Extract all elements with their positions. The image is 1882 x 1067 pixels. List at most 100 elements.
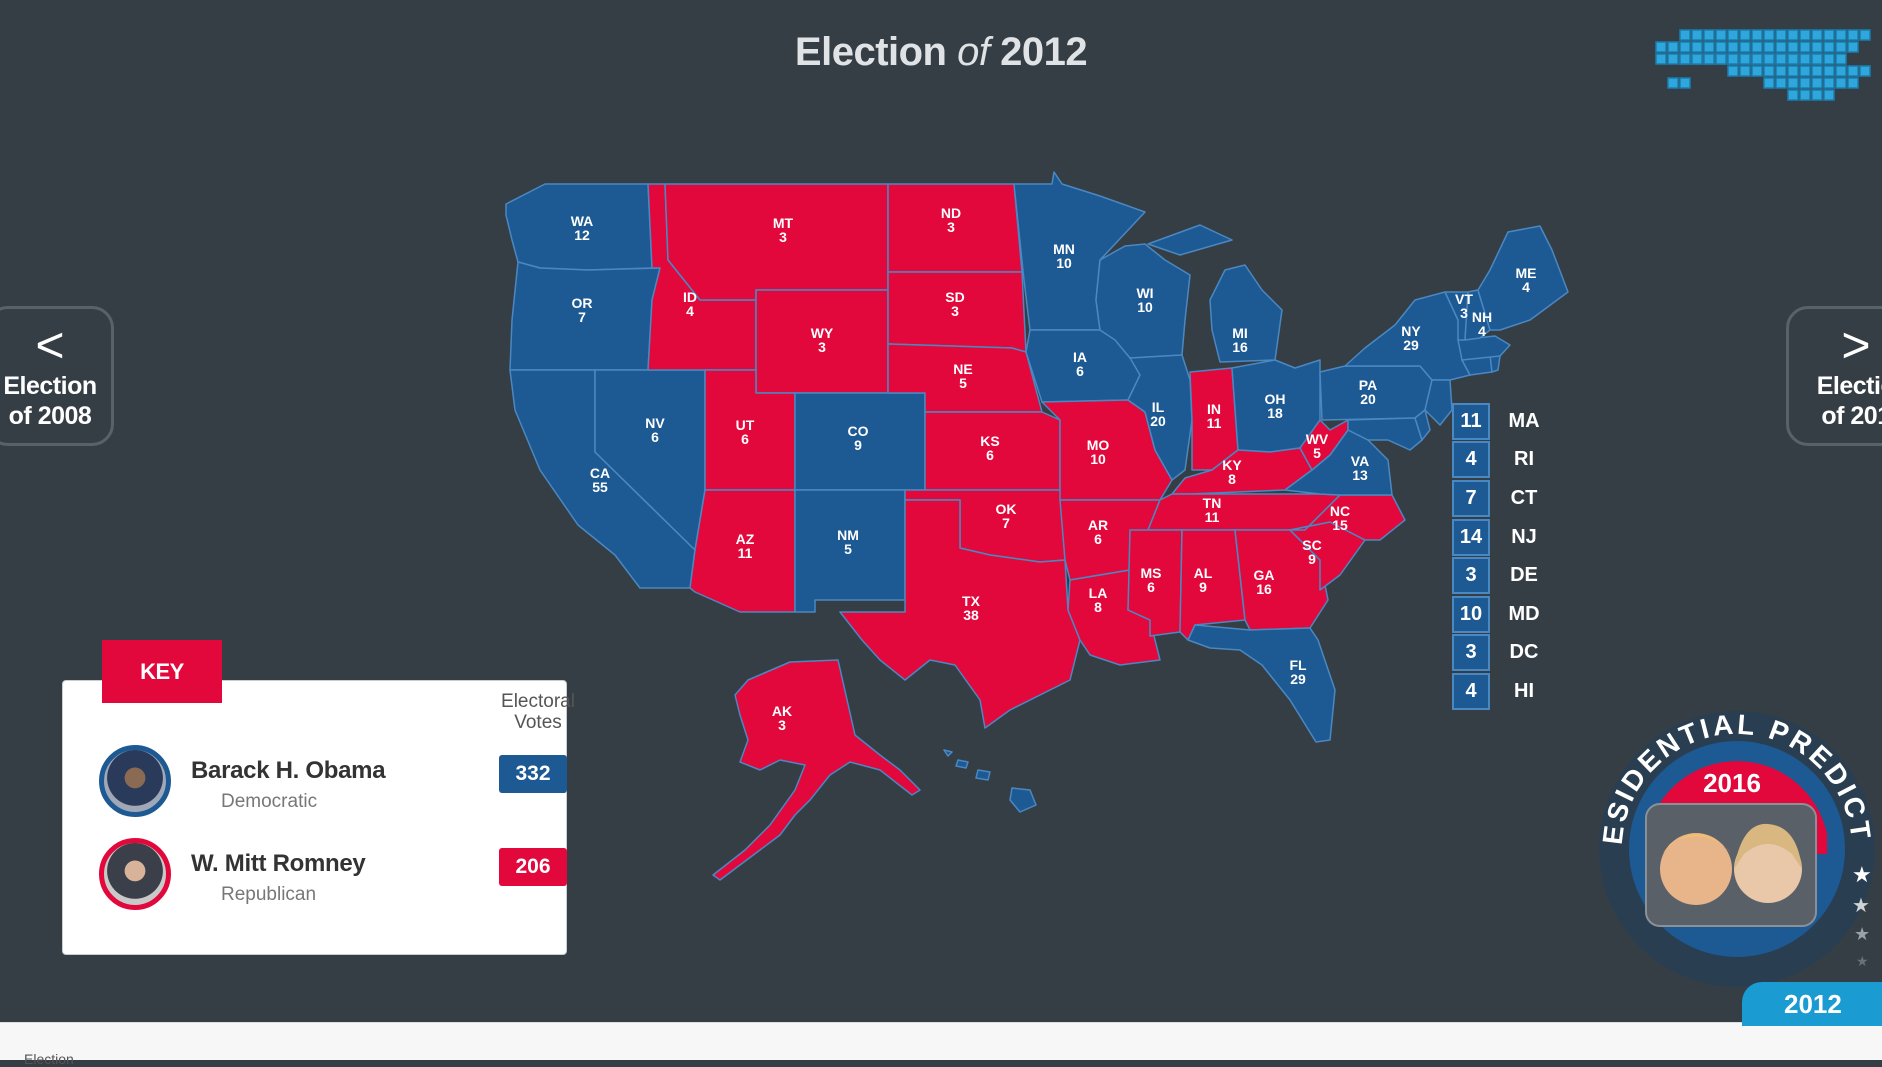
state-votes-MN: 10 [1056,255,1072,271]
state-MA[interactable] [1457,335,1511,361]
state-votes-KY: 8 [1228,471,1236,487]
state-votes-ME: 4 [1522,279,1530,295]
romney-avatar [99,838,171,910]
state-ME[interactable] [1477,225,1569,331]
state-HI[interactable] [943,749,1037,813]
state-votes-AZ: 11 [738,545,753,561]
state-abbr-AL: AL [1194,565,1213,581]
candidate-party: Democratic [221,791,318,812]
prev-election-button[interactable]: < Election of 2008 [0,306,114,446]
state-abbr-MN: MN [1053,241,1075,257]
state-abbr-LA: LA [1089,585,1108,601]
small-state-row-hi[interactable]: 4 HI [1452,672,1572,711]
candidate-name: W. Mitt Romney [191,850,366,877]
small-state-row-ri[interactable]: 4 RI [1452,441,1572,480]
candidate-name: Barack H. Obama [191,757,386,784]
state-NJ[interactable] [1424,379,1453,426]
title-of: of [957,30,990,74]
state-votes-OR: 7 [578,309,586,325]
state-votes-WV: 5 [1313,445,1321,461]
small-state-votes: 10 [1452,595,1490,633]
state-abbr-PA: PA [1359,377,1377,393]
small-state-row-de[interactable]: 3 DE [1452,556,1572,595]
state-abbr-TN: TN [1203,495,1222,511]
state-abbr-GA: GA [1254,567,1275,583]
state-votes-VT: 3 [1460,305,1468,321]
state-votes-SD: 3 [951,303,959,319]
small-state-abbr: NJ [1511,525,1537,548]
prev-election-label-2: of 2008 [8,402,92,430]
small-state-abbr: MA [1508,409,1540,432]
small-state-row-dc[interactable]: 3 DC [1452,634,1572,673]
small-state-row-nj[interactable]: 14 NJ [1452,518,1572,557]
state-votes-AK: 3 [778,717,786,733]
state-abbr-KS: KS [980,433,999,449]
state-abbr-IN: IN [1207,401,1221,417]
state-abbr-KY: KY [1222,457,1242,473]
small-state-abbr: DC [1509,641,1539,664]
state-abbr-TX: TX [962,593,981,609]
candidate-party: Republican [221,884,317,905]
state-votes-OK: 7 [1002,515,1010,531]
state-votes-FL: 29 [1290,671,1306,687]
state-votes-NC: 15 [1332,517,1348,533]
state-votes-NE: 5 [959,375,967,391]
state-votes-NY: 29 [1403,337,1419,353]
page-title: Election of 2012 [0,30,1882,75]
state-abbr-NE: NE [953,361,972,377]
state-votes-GA: 16 [1256,581,1272,597]
small-state-row-md[interactable]: 10 MD [1452,595,1572,634]
state-FL[interactable] [1187,624,1336,743]
small-state-votes: 7 [1452,479,1490,517]
state-MI[interactable] [1147,224,1283,363]
state-MT[interactable] [664,183,889,301]
state-abbr-MT: MT [773,215,794,231]
state-AL[interactable] [1179,529,1246,641]
state-abbr-CO: CO [848,423,869,439]
small-states-list: 11 MA 4 RI 7 CT 14 NJ 3 DE 10 MD 3 DC 4 HI [1452,402,1572,711]
state-PA[interactable] [1319,365,1433,421]
state-votes-ID: 4 [686,303,694,319]
presidential-predictor-badge[interactable]: PRESIDENTIAL PREDICTOR 2016 ★ ★ ★ ★ [1592,704,1882,994]
key-tab: KEY [102,640,222,703]
state-abbr-IA: IA [1073,349,1087,365]
star-icon: ★ [1852,862,1872,887]
predictor-year: 2016 [1703,768,1761,798]
title-year: 2012 [1000,30,1088,74]
state-DE[interactable] [1414,409,1431,441]
state-abbr-MO: MO [1087,437,1110,453]
state-TX[interactable] [839,499,1081,729]
state-AK[interactable] [712,659,921,881]
state-WI[interactable] [1095,243,1191,359]
state-MN[interactable] [1013,171,1146,331]
state-votes-NM: 5 [844,541,852,557]
title-election: Election [794,30,947,74]
small-state-row-ma[interactable]: 11 MA [1452,402,1572,441]
small-state-abbr: CT [1510,486,1538,509]
year-tab-2012[interactable]: 2012 [1742,982,1882,1026]
state-abbr-NV: NV [645,415,665,431]
state-ND[interactable] [887,183,1023,273]
state-votes-SC: 9 [1308,551,1316,567]
bottom-bar-text: Election [24,1051,74,1067]
next-election-button[interactable]: > Electio of 201 [1786,306,1882,446]
state-votes-AR: 6 [1094,531,1102,547]
star-icon: ★ [1856,953,1869,969]
candidate-row-obama: Barack H. Obama Democratic 332 [99,745,567,830]
state-abbr-SD: SD [945,289,964,305]
small-state-row-ct[interactable]: 7 CT [1452,479,1572,518]
state-NH[interactable] [1464,289,1491,341]
electoral-votes-header-line1: Electoral [501,691,575,712]
state-votes-CA: 55 [592,479,608,495]
star-icon: ★ [1852,895,1870,917]
state-abbr-OH: OH [1265,391,1286,407]
state-votes-OH: 18 [1267,405,1283,421]
chevron-right-icon: > [1841,317,1871,373]
state-VT[interactable] [1444,291,1469,341]
state-IL[interactable] [1127,354,1193,481]
state-votes-CO: 9 [854,437,862,453]
state-abbr-VA: VA [1351,453,1369,469]
state-abbr-CA: CA [590,465,610,481]
small-state-votes: 4 [1452,672,1490,710]
